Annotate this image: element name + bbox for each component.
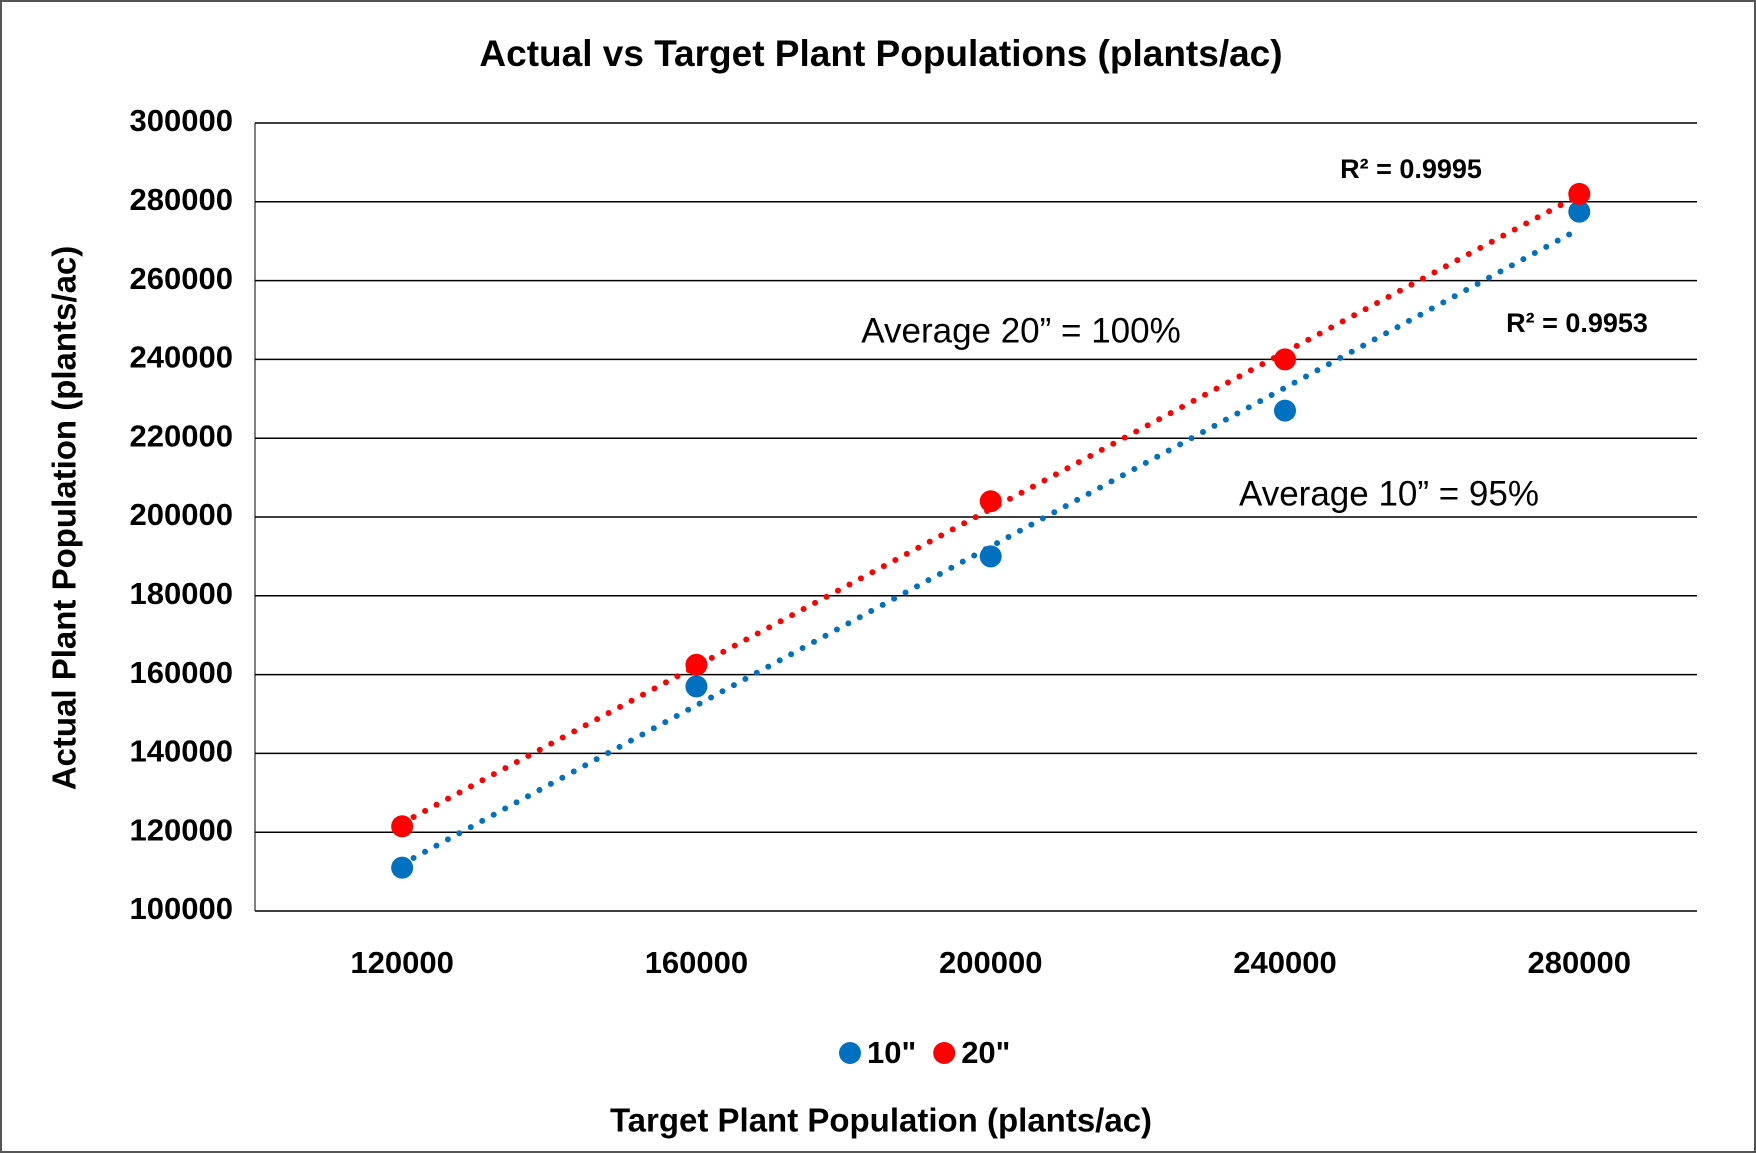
x-axis-title: Target Plant Population (plants/ac) xyxy=(610,1102,1152,1139)
y-axis-title: Actual Plant Population (plants/ac) xyxy=(46,246,83,791)
y-tick-label: 220000 xyxy=(130,418,233,453)
annotation: R² = 0.9953 xyxy=(1506,308,1648,338)
data-point xyxy=(979,545,1002,568)
y-tick-label: 120000 xyxy=(130,812,233,847)
y-tick-label: 240000 xyxy=(130,340,233,375)
data-point xyxy=(1568,200,1591,223)
legend-marker xyxy=(933,1042,956,1064)
data-point xyxy=(391,856,414,879)
annotation: Average 10” = 95% xyxy=(1239,474,1539,513)
chart-title: Actual vs Target Plant Populations (plan… xyxy=(479,33,1282,74)
y-tick-label: 280000 xyxy=(130,182,233,217)
y-tick-label: 200000 xyxy=(130,497,233,532)
legend-label: 10" xyxy=(867,1035,916,1070)
data-point xyxy=(685,653,708,676)
trendline xyxy=(399,225,1583,868)
trendline xyxy=(399,192,1583,827)
annotation: R² = 0.9995 xyxy=(1340,154,1482,184)
y-tick-label: 260000 xyxy=(130,261,233,296)
data-point xyxy=(1568,182,1591,205)
legend-label: 20" xyxy=(961,1035,1010,1070)
data-point xyxy=(391,815,414,838)
y-tick-label: 160000 xyxy=(130,655,233,690)
y-tick-label: 300000 xyxy=(130,103,233,138)
x-tick-label: 160000 xyxy=(645,945,748,980)
x-tick-label: 200000 xyxy=(939,945,1042,980)
data-point xyxy=(1274,399,1296,422)
y-tick-label: 180000 xyxy=(130,576,233,611)
data-point xyxy=(685,675,708,698)
y-tick-label: 140000 xyxy=(130,734,233,769)
annotation: Average 20” = 100% xyxy=(861,311,1180,350)
x-tick-label: 120000 xyxy=(350,945,453,980)
x-tick-label: 240000 xyxy=(1233,945,1336,980)
y-tick-label: 100000 xyxy=(130,891,233,926)
x-tick-label: 280000 xyxy=(1528,945,1631,980)
data-point xyxy=(1274,348,1296,371)
data-point xyxy=(979,490,1002,513)
legend-marker xyxy=(839,1042,861,1064)
